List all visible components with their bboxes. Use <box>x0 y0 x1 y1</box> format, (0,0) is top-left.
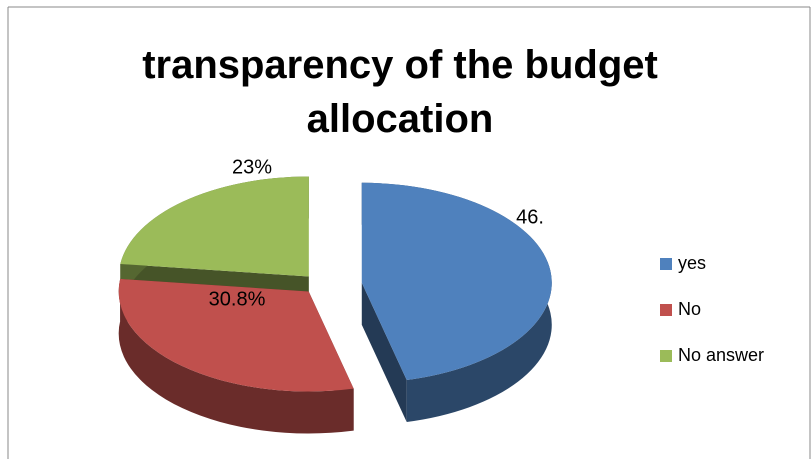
data-label: 23% <box>232 156 272 178</box>
slice-side <box>118 278 354 434</box>
legend-swatch <box>660 350 672 362</box>
legend-label: No <box>678 299 701 319</box>
slice-side <box>361 282 407 422</box>
legend-swatch <box>660 304 672 316</box>
data-label: 46. <box>516 206 544 228</box>
slice <box>118 278 354 392</box>
slice <box>361 182 552 380</box>
data-label: 30.8% <box>209 288 266 310</box>
legend-label: yes <box>678 253 706 273</box>
chart-title: transparency of the budget allocation <box>142 43 658 141</box>
legend-label: No answer <box>678 345 764 365</box>
legend-swatch <box>660 258 672 270</box>
slice <box>120 176 309 277</box>
